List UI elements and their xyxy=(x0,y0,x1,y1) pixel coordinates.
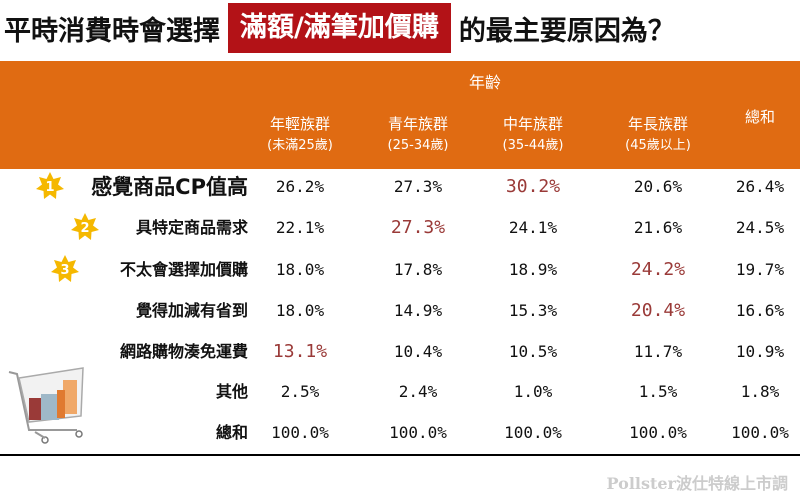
age-group-header: 年齡 xyxy=(468,73,501,92)
rank-number: 2 xyxy=(80,221,89,236)
table-cell: 15.3% xyxy=(508,301,558,320)
table-cell: 100.0% xyxy=(629,423,687,442)
row-label: 其他 xyxy=(215,382,248,401)
table-cell: 1.0% xyxy=(513,382,553,401)
table-cell: 26.2% xyxy=(275,177,325,196)
table-row: 1 感覺商品CP值高 26.2% 27.3% 30.2% 20.6% 26.4% xyxy=(0,167,800,207)
title-highlight: 滿額/滿筆加價購 xyxy=(228,3,451,53)
column-sub: (25-34歲) xyxy=(387,138,449,153)
rank-star-icon: 1 xyxy=(36,172,64,199)
table-cell: 18.0% xyxy=(275,301,325,320)
row-label: 總和 xyxy=(215,423,248,442)
table-cell: 1.5% xyxy=(638,382,678,401)
table-cell: 100.0% xyxy=(504,423,562,442)
table-row: 3 不太會選擇加價購 18.0% 17.8% 18.9% 24.2% 19.7% xyxy=(0,250,800,290)
row-label: 不太會選擇加價購 xyxy=(119,260,248,279)
table-cell: 24.2% xyxy=(630,259,686,280)
table-cell: 100.0% xyxy=(731,423,789,442)
column-name: 年長族群 xyxy=(627,115,688,133)
table-cell: 24.1% xyxy=(508,218,558,237)
column-name: 中年族群 xyxy=(502,115,563,133)
table-cell: 22.1% xyxy=(275,218,325,237)
column-sub: (未滿25歲) xyxy=(267,138,333,153)
table-cell: 10.5% xyxy=(508,342,558,361)
table-cell: 20.4% xyxy=(630,300,686,321)
table-cell: 18.9% xyxy=(508,260,558,279)
row-label: 覺得加減有省到 xyxy=(135,301,248,320)
table-bottom-rule xyxy=(0,454,800,456)
title-suffix: 的最主要原因為？ xyxy=(458,15,675,47)
table-cell: 1.8% xyxy=(740,382,780,401)
column-header: 中年族群 (35-44歲) xyxy=(473,113,593,157)
table-cell: 18.0% xyxy=(275,260,325,279)
rank-number: 1 xyxy=(45,180,54,195)
column-sub: (35-44歲) xyxy=(502,138,564,153)
table-row: 網路購物湊免運費 13.1% 10.4% 10.5% 11.7% 10.9% xyxy=(0,332,800,372)
table-cell: 11.7% xyxy=(633,342,683,361)
row-label: 具特定商品需求 xyxy=(135,218,248,237)
table-cell: 16.6% xyxy=(735,301,785,320)
row-label: 感覺商品CP值高 xyxy=(91,175,248,199)
rank-star-icon: 3 xyxy=(51,255,79,282)
title-prefix: 平時消費時會選擇 xyxy=(4,15,220,47)
table-cell: 2.4% xyxy=(398,382,438,401)
table-row: 覺得加減有省到 18.0% 14.9% 15.3% 20.4% 16.6% xyxy=(0,291,800,331)
table-cell: 19.7% xyxy=(735,260,785,279)
table-cell: 17.8% xyxy=(393,260,443,279)
table-cell: 100.0% xyxy=(389,423,447,442)
table-cell: 20.6% xyxy=(633,177,683,196)
table-cell: 21.6% xyxy=(633,218,683,237)
table-header: 年齡 年輕族群 (未滿25歲) 青年族群 (25-34歲) 中年族群 (35-44歲)… xyxy=(0,61,800,169)
table-row: 總和 100.0% 100.0% 100.0% 100.0% 100.0% xyxy=(0,413,800,453)
table-row: 其他 2.5% 2.4% 1.0% 1.5% 1.8% xyxy=(0,372,800,412)
table-cell: 13.1% xyxy=(272,341,328,362)
column-name: 年輕族群 xyxy=(269,115,330,133)
table-cell: 26.4% xyxy=(735,177,785,196)
column-sub: (45歲以上) xyxy=(625,138,691,153)
column-header: 青年族群 (25-34歲) xyxy=(358,113,478,157)
table-cell: 30.2% xyxy=(505,176,561,197)
page-title: 平時消費時會選擇 滿額/滿筆加價購 的最主要原因為？ xyxy=(4,3,675,53)
table-cell: 27.3% xyxy=(390,217,446,238)
shopping-cart-icon xyxy=(8,367,84,444)
table-cell: 27.3% xyxy=(393,177,443,196)
table-cell: 10.9% xyxy=(735,342,785,361)
table-cell: 10.4% xyxy=(393,342,443,361)
table-cell: 24.5% xyxy=(735,218,785,237)
table-cell: 2.5% xyxy=(280,382,320,401)
column-header: 年長族群 (45歲以上) xyxy=(598,113,718,157)
table-cell: 100.0% xyxy=(271,423,329,442)
column-name: 青年族群 xyxy=(387,115,448,133)
rank-star-icon: 2 xyxy=(71,213,99,240)
table-cell: 14.9% xyxy=(393,301,443,320)
row-label: 網路購物湊免運費 xyxy=(119,342,248,361)
column-header-total: 總和 xyxy=(744,108,775,126)
column-header: 年輕族群 (未滿25歲) xyxy=(240,113,360,157)
watermark-logo: Pollster波仕特線上市調 xyxy=(606,474,788,493)
rank-number: 3 xyxy=(60,263,69,278)
table-row: 2 具特定商品需求 22.1% 27.3% 24.1% 21.6% 24.5% xyxy=(0,208,800,248)
